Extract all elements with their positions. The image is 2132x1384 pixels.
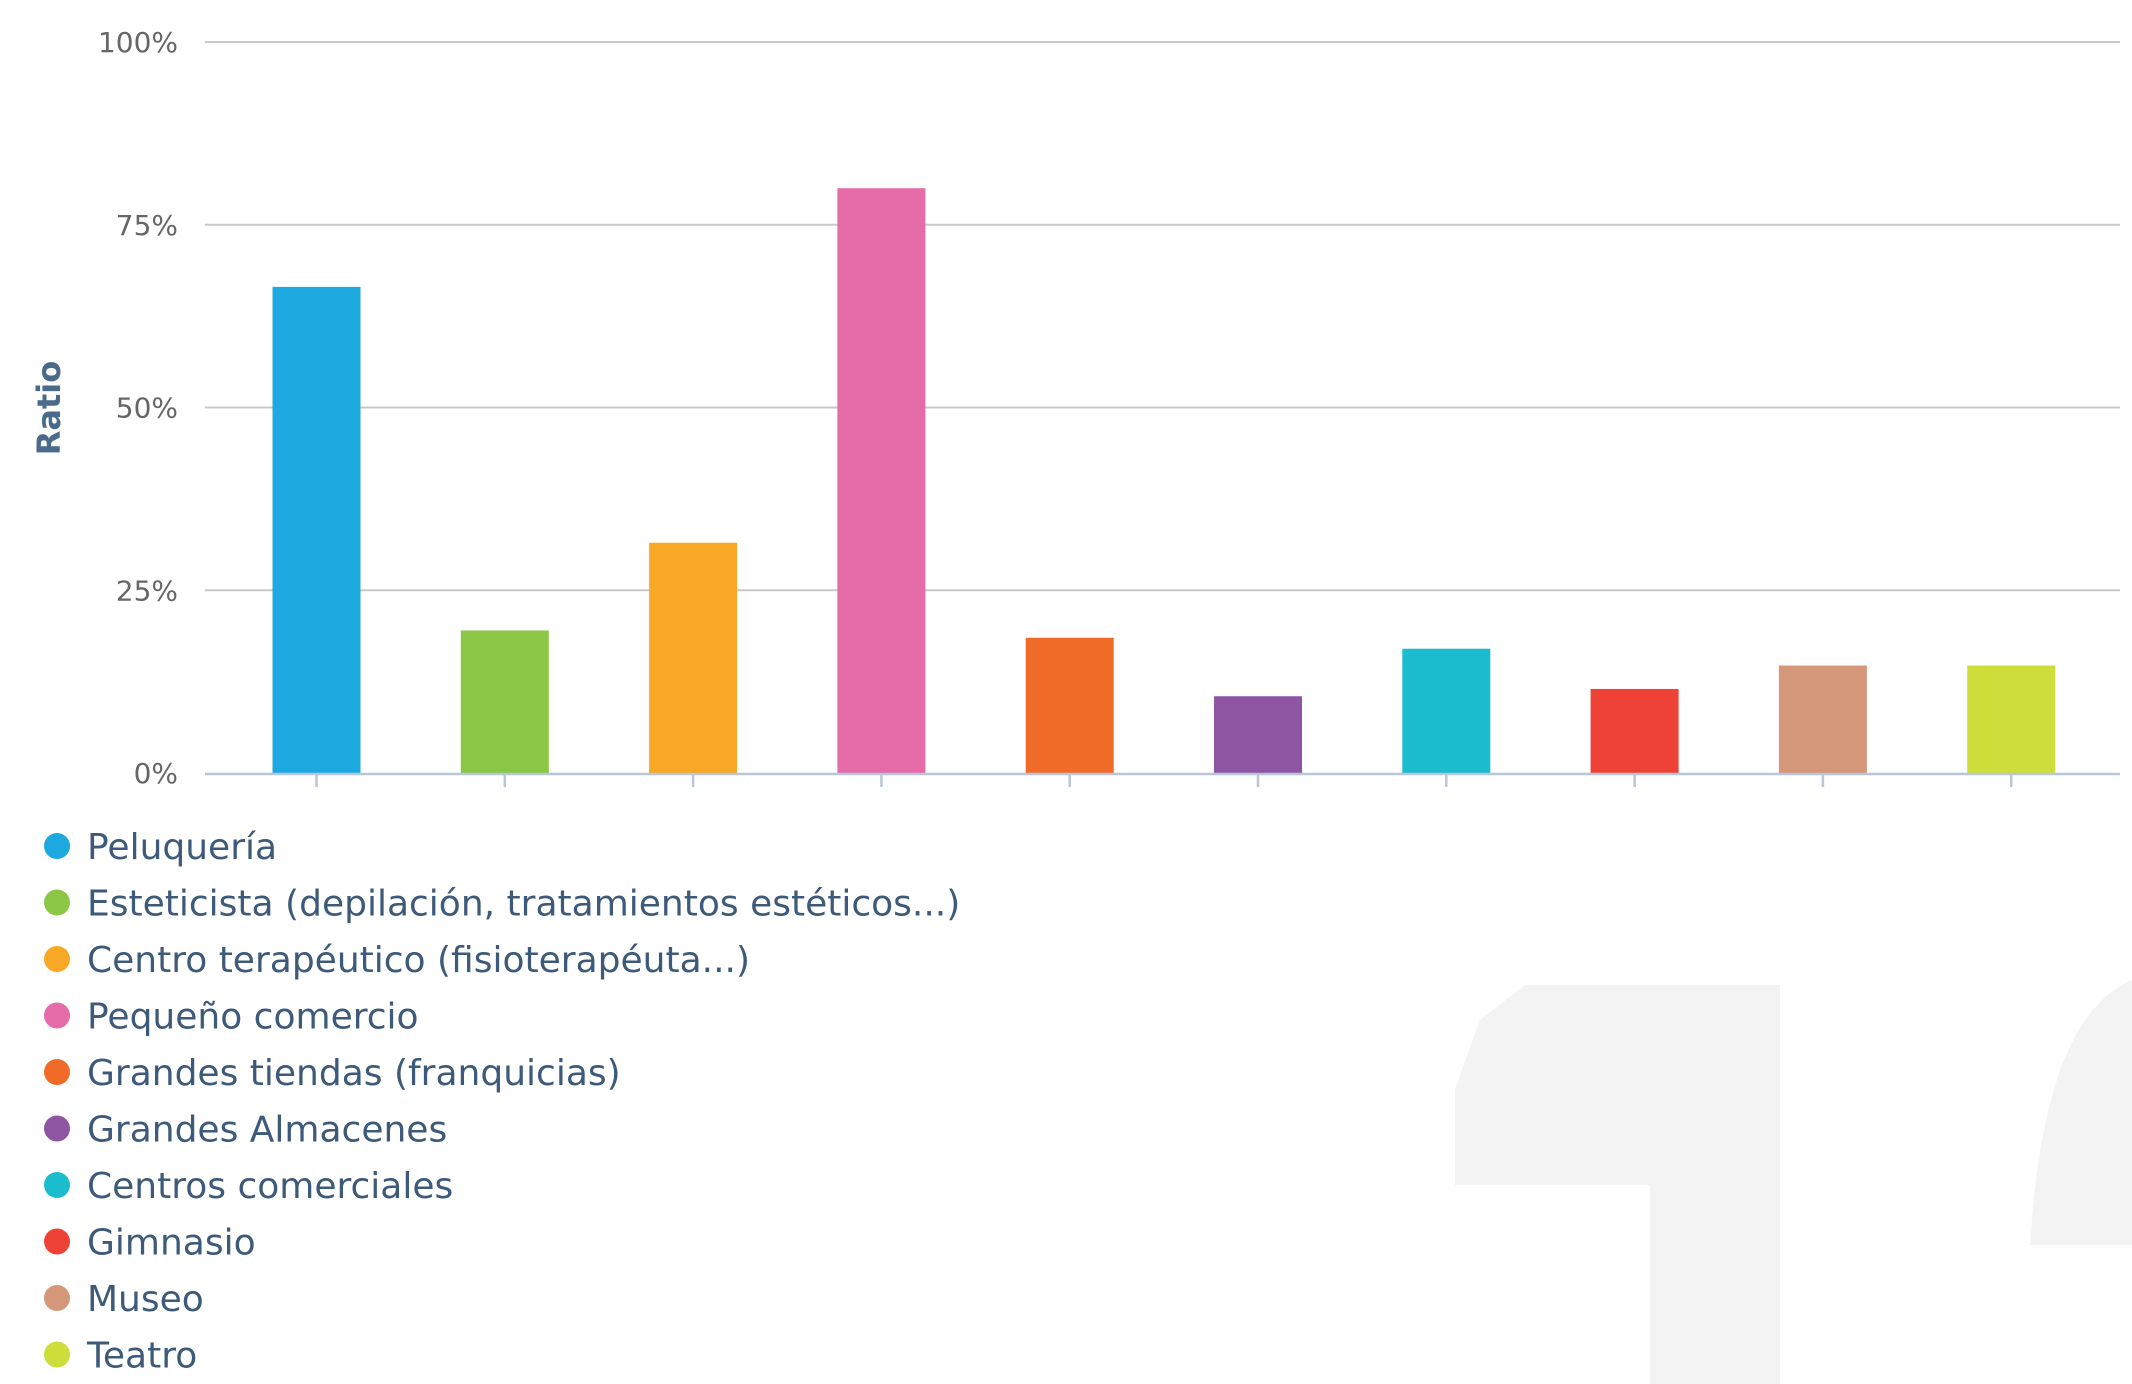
legend: Peluquería Esteticista (depilación, trata…	[44, 827, 960, 1377]
y-tick-label: 50%	[116, 392, 178, 425]
legend-item[interactable]: Centro terapéutico (fisioterapéuta...)	[44, 940, 750, 981]
bar[interactable]	[1214, 696, 1302, 773]
legend-label: Teatro	[86, 1336, 197, 1377]
legend-label: Esteticista (depilación, tratamientos es…	[87, 884, 960, 925]
legend-marker	[44, 889, 70, 916]
legend-item[interactable]: Peluquería	[44, 827, 277, 868]
bar[interactable]	[649, 542, 738, 773]
legend-label: Peluquería	[87, 827, 277, 868]
legend-marker	[44, 946, 70, 972]
legend-item[interactable]: Centros comerciales	[44, 1166, 453, 1207]
y-tick-label: 0%	[134, 757, 178, 790]
legend-label: Centros comerciales	[87, 1166, 453, 1207]
y-tick-label: 25%	[116, 574, 178, 607]
legend-marker	[44, 1115, 70, 1142]
legend-label: Centro terapéutico (fisioterapéuta...)	[87, 940, 750, 981]
bar[interactable]	[272, 286, 361, 773]
legend-marker	[44, 1285, 70, 1311]
bar[interactable]	[1967, 665, 2056, 773]
y-tick-label: 75%	[116, 209, 178, 242]
legend-marker	[44, 833, 70, 859]
x-axis	[205, 772, 2120, 787]
legend-item[interactable]: Pequeño comercio	[44, 997, 419, 1038]
legend-item[interactable]: Grandes tiendas (franquicias)	[44, 1053, 621, 1094]
legend-marker	[44, 1059, 70, 1085]
bar[interactable]	[1778, 665, 1867, 773]
legend-label: Museo	[87, 1279, 204, 1320]
legend-label: Gimnasio	[87, 1223, 256, 1264]
y-axis-title: Ratio	[30, 361, 68, 455]
bar[interactable]	[460, 630, 549, 773]
bar[interactable]	[1590, 688, 1679, 773]
y-axis-tick-labels: 0% 25% 50% 75% 100%	[98, 26, 178, 790]
bar[interactable]	[837, 188, 926, 773]
legend-marker	[44, 1228, 70, 1255]
legend-marker	[44, 1341, 70, 1368]
legend-item[interactable]: Esteticista (depilación, tratamientos es…	[44, 884, 960, 925]
legend-marker	[44, 1172, 70, 1198]
legend-item[interactable]: Museo	[44, 1279, 204, 1320]
background-watermark	[1455, 980, 2132, 1384]
legend-label: Pequeño comercio	[87, 997, 419, 1038]
bars	[272, 188, 2056, 773]
legend-label: Grandes Almacenes	[87, 1110, 447, 1151]
legend-marker	[44, 1002, 70, 1029]
legend-item[interactable]: Grandes Almacenes	[44, 1110, 447, 1151]
bar[interactable]	[1402, 648, 1491, 773]
legend-label: Grandes tiendas (franquicias)	[87, 1053, 621, 1094]
grid-lines	[205, 41, 2120, 592]
legend-item[interactable]: Teatro	[44, 1336, 197, 1377]
y-tick-label: 100%	[98, 26, 178, 59]
bar[interactable]	[1025, 637, 1114, 773]
legend-item[interactable]: Gimnasio	[44, 1223, 256, 1264]
